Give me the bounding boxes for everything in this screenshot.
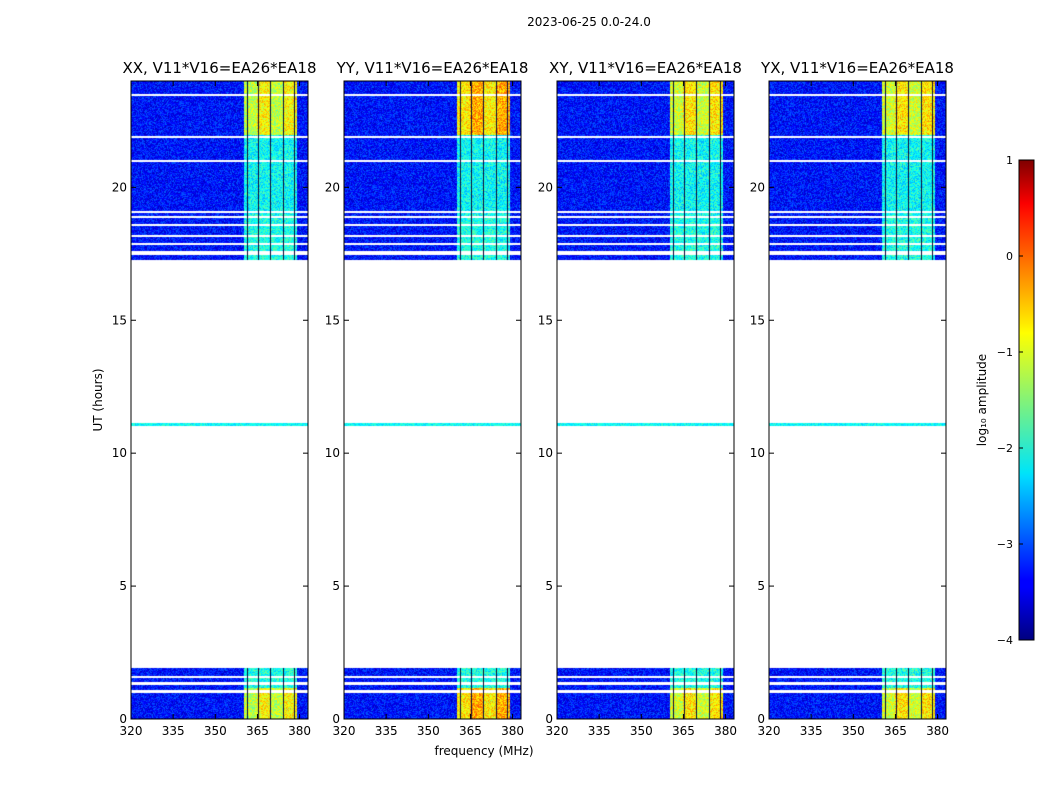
panel-1: YY, V11*V16=EA26*EA18 320 335 350 365 380 0 5 10… (325, 59, 529, 738)
colorbar-tick-label-2: −1 (997, 346, 1013, 359)
x-tick-label-1-3: 365 (459, 724, 482, 738)
x-tick-label-3-2: 350 (842, 724, 865, 738)
heatmap-image-3 (769, 81, 946, 719)
plot-frame-3 (768, 80, 947, 720)
colorbar-tick-label-1: 0 (1006, 250, 1013, 263)
x-tick-label-1-4: 380 (501, 724, 524, 738)
panel-title-2: XY, V11*V16=EA26*EA18 (549, 59, 742, 77)
y-tick-label-1-1: 5 (332, 579, 340, 593)
y-tick-label-2-3: 15 (538, 313, 553, 327)
figure-title: 2023-06-25 0.0-24.0 (527, 15, 651, 29)
colorbar: log₁₀ amplitude 1 0 −1 −2 −3 −4 (975, 154, 1035, 647)
y-tick-label-0-4: 20 (112, 180, 127, 194)
y-tick-label-1-2: 10 (325, 446, 340, 460)
panels-group: XX, V11*V16=EA26*EA18 320 335 350 365 380 0 5 10… (112, 59, 954, 738)
heatmap-image-1 (344, 81, 521, 719)
x-tick-label-2-0: 320 (546, 724, 569, 738)
colorbar-tick-label-3: −2 (997, 442, 1013, 455)
panel-0: XX, V11*V16=EA26*EA18 320 335 350 365 380 0 5 10… (112, 59, 317, 738)
x-tick-label-0-0: 320 (120, 724, 143, 738)
y-axis-label: UT (hours) (91, 368, 105, 431)
colorbar-tick-label-0: 1 (1006, 154, 1013, 167)
x-tick-label-1-1: 335 (375, 724, 398, 738)
x-tick-label-3-0: 320 (758, 724, 781, 738)
y-tick-label-3-1: 5 (757, 579, 765, 593)
panel-title-0: XX, V11*V16=EA26*EA18 (122, 59, 316, 77)
x-tick-label-3-1: 335 (800, 724, 823, 738)
plot-frame-1 (343, 80, 522, 720)
plot-frame-0 (130, 80, 309, 720)
panel-title-1: YY, V11*V16=EA26*EA18 (336, 59, 529, 77)
y-tick-label-2-2: 10 (538, 446, 553, 460)
y-tick-label-1-0: 0 (332, 712, 340, 726)
panel-title-3: YX, V11*V16=EA26*EA18 (760, 59, 954, 77)
x-tick-label-2-1: 335 (588, 724, 611, 738)
colorbar-tick-label-4: −3 (997, 538, 1013, 551)
x-tick-label-0-4: 380 (288, 724, 311, 738)
y-tick-label-3-0: 0 (757, 712, 765, 726)
x-tick-label-1-2: 350 (417, 724, 440, 738)
x-tick-label-0-2: 350 (204, 724, 227, 738)
panel-2: XY, V11*V16=EA26*EA18 320 335 350 365 380 0 5 10… (538, 59, 742, 738)
y-tick-label-3-3: 15 (750, 313, 765, 327)
x-tick-label-3-3: 365 (884, 724, 907, 738)
x-tick-label-0-1: 335 (162, 724, 185, 738)
y-tick-label-0-2: 10 (112, 446, 127, 460)
x-axis-label: frequency (MHz) (434, 744, 533, 758)
y-tick-label-3-2: 10 (750, 446, 765, 460)
y-tick-label-0-1: 5 (119, 579, 127, 593)
colorbar-label: log₁₀ amplitude (975, 354, 989, 446)
x-tick-label-2-2: 350 (630, 724, 653, 738)
x-tick-label-0-3: 365 (246, 724, 269, 738)
y-tick-label-2-0: 0 (545, 712, 553, 726)
colorbar-tick-label-5: −4 (997, 634, 1013, 647)
x-tick-label-2-4: 380 (714, 724, 737, 738)
y-tick-label-3-4: 20 (750, 180, 765, 194)
y-tick-label-1-3: 15 (325, 313, 340, 327)
x-tick-label-2-3: 365 (672, 724, 695, 738)
heatmap-image-0 (131, 81, 308, 719)
heatmap-image-2 (557, 81, 734, 719)
y-tick-label-2-4: 20 (538, 180, 553, 194)
y-tick-label-2-1: 5 (545, 579, 553, 593)
x-tick-label-3-4: 380 (926, 724, 949, 738)
colorbar-gradient (1018, 159, 1035, 641)
plot-frame-2 (556, 80, 735, 720)
y-tick-label-1-4: 20 (325, 180, 340, 194)
y-tick-label-0-3: 15 (112, 313, 127, 327)
panel-3: YX, V11*V16=EA26*EA18 320 335 350 365 380 0 5 10… (750, 59, 954, 738)
x-tick-label-1-0: 320 (333, 724, 356, 738)
y-tick-label-0-0: 0 (119, 712, 127, 726)
